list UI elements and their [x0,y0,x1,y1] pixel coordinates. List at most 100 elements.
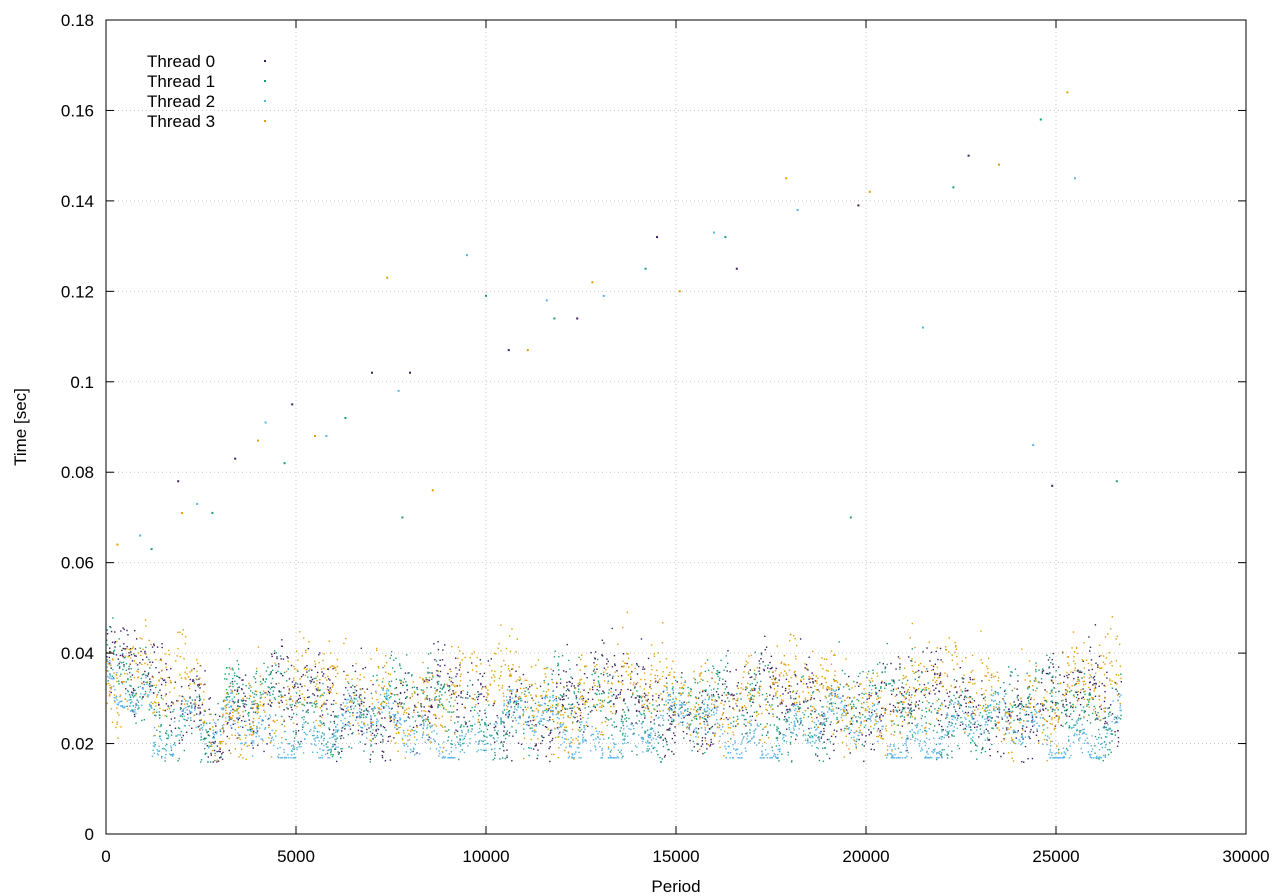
data-point [390,716,392,718]
data-point [871,715,873,717]
data-point [500,721,502,723]
data-point [322,694,324,697]
data-point [932,668,934,671]
data-point [778,750,781,753]
data-point [319,652,321,654]
data-point [1094,687,1097,689]
data-point [693,716,695,719]
data-point [789,695,792,697]
data-point [632,725,634,727]
data-point [785,678,788,680]
data-point [899,668,901,670]
data-point [1080,729,1082,732]
data-point [789,741,792,744]
data-point [915,671,917,673]
data-point [1068,673,1070,676]
data-point [484,735,486,738]
data-point [349,706,352,708]
data-point [1029,737,1031,740]
data-point [715,707,717,709]
data-point [532,719,534,722]
data-point [228,706,230,709]
data-point [337,753,340,755]
data-point [216,745,219,747]
data-point [272,739,275,741]
data-point [132,696,135,698]
data-point [312,751,314,753]
data-point [663,719,665,722]
data-point [581,734,584,736]
data-point [446,730,448,732]
data-point [682,721,685,723]
data-point [436,674,439,676]
data-point [706,694,709,696]
data-point [166,737,168,740]
data-point [1112,700,1114,702]
data-point [305,711,307,713]
data-point [1118,717,1120,719]
data-point [636,746,638,748]
data-point [834,690,836,693]
data-point [148,683,151,685]
data-point [370,692,373,695]
data-point [967,735,969,737]
data-point [543,718,545,720]
data-point [260,694,262,696]
data-point [746,687,748,690]
data-point [921,709,923,712]
data-point [630,723,632,726]
data-point [661,698,663,701]
data-point [571,710,573,712]
data-point [970,737,972,740]
data-point [924,744,927,747]
data-point [928,710,931,712]
data-point [968,724,970,726]
data-point [930,705,932,708]
data-point [357,703,359,705]
data-point [880,735,883,737]
data-point [655,680,657,682]
data-point [333,748,336,750]
data-point [287,708,289,710]
data-point [953,735,955,737]
data-point [975,729,978,731]
data-point [370,722,372,725]
data-point [661,758,663,760]
data-point [116,699,118,701]
data-point [622,743,624,745]
data-point [647,708,650,710]
data-point [288,743,290,745]
data-point [142,659,144,661]
data-point [579,714,582,717]
data-point [947,732,950,734]
data-point [653,746,656,749]
data-point [220,756,222,759]
data-point [853,705,855,708]
data-point [1061,757,1064,759]
data-point [379,713,381,715]
data-point [675,703,678,706]
data-point [921,731,924,733]
data-point [1051,752,1053,754]
data-point [1083,728,1085,730]
data-point [849,703,852,705]
data-point [323,724,326,726]
data-point [942,729,944,731]
data-point [108,677,110,679]
data-point [241,742,243,744]
data-point [869,681,872,683]
data-point [568,659,570,662]
data-point [704,690,707,693]
data-point [726,692,729,694]
data-point [551,737,554,740]
data-point [360,647,362,650]
data-point [1025,713,1028,716]
data-point [342,737,345,739]
data-point [817,689,819,691]
data-point [530,747,532,749]
data-point [541,714,543,717]
data-point [699,691,701,694]
data-point [620,674,623,677]
data-point [402,681,405,683]
data-point [1017,704,1020,706]
